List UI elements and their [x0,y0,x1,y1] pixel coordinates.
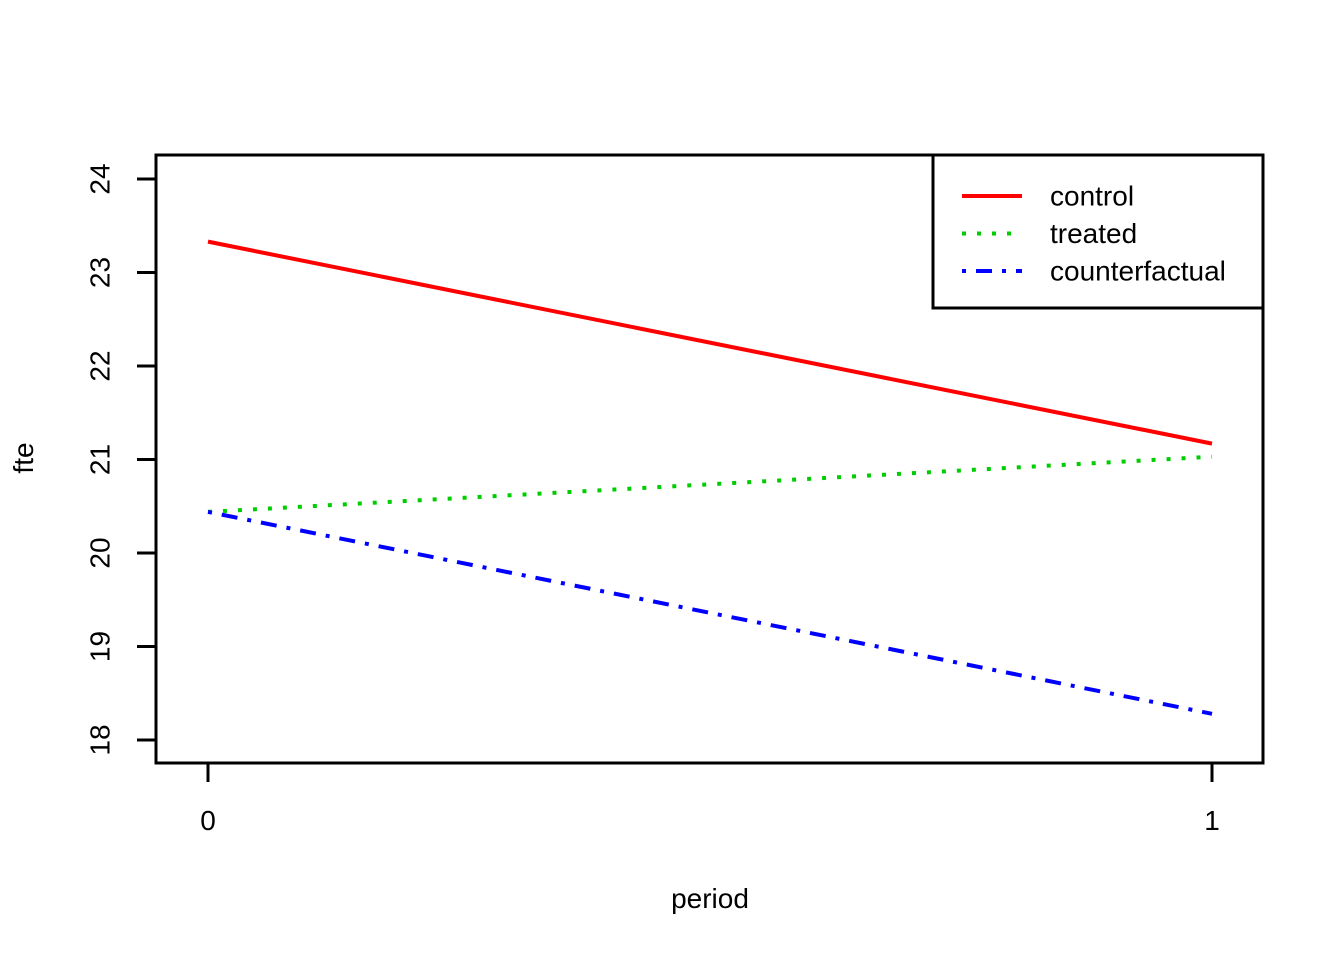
y-tick-label: 20 [85,537,116,568]
legend-label-counterfactual: counterfactual [1050,256,1226,287]
y-tick-label: 19 [85,631,116,662]
x-axis-title: period [671,883,749,914]
x-tick-label: 0 [200,805,216,836]
y-tick-label: 18 [85,724,116,755]
y-tick-label: 24 [85,163,116,194]
y-tick-label: 23 [85,257,116,288]
y-axis-title: fte [8,442,39,474]
counterfactual-line [207,509,1213,716]
y-tick-label: 21 [85,444,116,475]
x-tick-label: 1 [1204,805,1220,836]
treated-line [207,454,1213,514]
legend-label-control: control [1050,181,1134,212]
legend-label-treated: treated [1050,218,1137,249]
y-tick-label: 22 [85,350,116,381]
control-line [207,239,1213,446]
legend-box [931,153,1265,310]
